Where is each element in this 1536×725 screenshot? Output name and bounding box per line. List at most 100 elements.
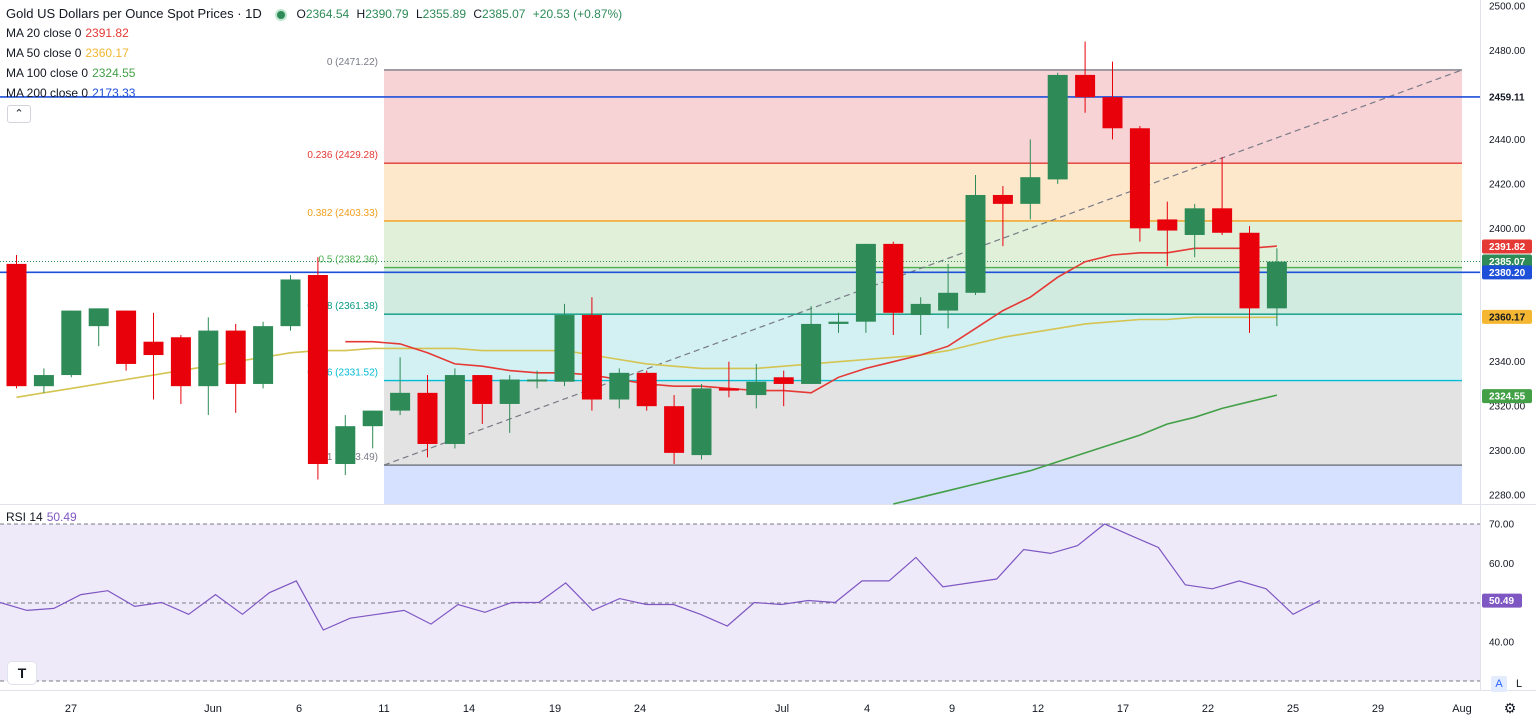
candle-body [198, 330, 219, 387]
price-tag: 2360.17 [1489, 312, 1526, 323]
ohlc-low-label: L [415, 7, 423, 21]
price-tag: 2459.11 [1489, 92, 1525, 103]
chart-header: Gold US Dollars per Ounce Spot Prices · … [6, 6, 626, 21]
indicator-value: 2324.55 [92, 66, 136, 80]
time-axis-tick: 29 [1372, 703, 1384, 715]
candle-body [417, 392, 438, 444]
price-tag-bg [1482, 389, 1532, 404]
price-tag-bg [1482, 265, 1532, 280]
price-tag-bg [1482, 89, 1532, 104]
rsi-tag: 50.49 [1489, 596, 1514, 607]
rsi-axis-tick: 60.00 [1489, 559, 1514, 570]
candle-body [554, 315, 575, 382]
log-scale-label: L [1515, 678, 1523, 690]
ohlc-low: 2355.89 [422, 7, 467, 21]
indicator-value: 2391.82 [85, 26, 129, 40]
candle-body [444, 375, 465, 444]
candle-body [636, 372, 657, 407]
candle-body [609, 372, 630, 400]
price-tag-bg [1482, 254, 1532, 269]
rsi-band [0, 524, 1480, 681]
candle-body [718, 388, 739, 391]
time-axis-tick: Aug [1452, 703, 1472, 715]
price-axis-tick: 2500.00 [1489, 2, 1526, 13]
collapse-legend-button[interactable]: ⌃ [7, 105, 31, 123]
candle-body [773, 377, 794, 384]
rsi-value: 50.49 [46, 510, 77, 524]
fib-trend-line [383, 69, 1463, 466]
rsi-legend[interactable]: RSI 14 50.49 [6, 510, 81, 524]
candle-body [527, 379, 548, 382]
price-axis-tick: 2400.00 [1489, 224, 1526, 235]
live-dot-icon [275, 8, 288, 21]
price-axis-tick: 2280.00 [1489, 491, 1526, 502]
time-axis-tick: Jun [204, 703, 222, 715]
indicator-label: MA 50 close 0 [6, 46, 82, 60]
gear-icon[interactable]: ⚙ [1503, 700, 1517, 716]
ohlc-close-label: C [473, 7, 483, 21]
ohlc-open: 2364.54 [305, 7, 350, 21]
fib-zone [384, 380, 1462, 466]
indicator-ma100[interactable]: MA 100 close 0 2324.55 [6, 66, 139, 80]
candle-body [1020, 177, 1041, 204]
candle-body [938, 292, 959, 311]
time-axis-tick: Jul [775, 703, 789, 715]
tradingview-logo-icon[interactable]: T [8, 662, 36, 684]
price-tag: 2391.82 [1489, 242, 1526, 253]
fib-level-label: 0.5 (2382.36) [319, 255, 379, 266]
candle-body [746, 381, 767, 396]
candle-body [1266, 261, 1287, 309]
candle-body [1075, 74, 1096, 98]
auto-scale-label: A [1495, 678, 1503, 690]
indicator-ma200[interactable]: MA 200 close 0 2173.33 [6, 86, 139, 100]
ohlc-open-label: O [296, 7, 306, 21]
rsi-axis-tick: 70.00 [1489, 520, 1514, 531]
fib-zone [384, 314, 1462, 381]
candle-body [664, 406, 685, 453]
indicator-label: MA 200 close 0 [6, 86, 89, 100]
time-axis-tick: 24 [634, 703, 646, 715]
time-axis-tick: 9 [949, 703, 955, 715]
candle-body [581, 315, 602, 400]
fib-level-label: 0.236 (2429.28) [307, 150, 378, 161]
time-axis-tick: 27 [65, 703, 77, 715]
log-scale-button[interactable]: L [1511, 676, 1527, 692]
chevron-up-icon: ⌃ [14, 108, 24, 120]
rsi-label: RSI 14 [6, 510, 43, 524]
fib-level-label: 0.786 (2331.52) [307, 368, 378, 379]
price-axis-tick: 2340.00 [1489, 357, 1526, 368]
candle-body [1212, 208, 1233, 233]
candle-body [362, 410, 383, 427]
indicator-ma20[interactable]: MA 20 close 0 2391.82 [6, 26, 133, 40]
ohlc-high: 2390.79 [365, 7, 409, 21]
price-axis-tick: 2440.00 [1489, 135, 1526, 146]
fib-level-label: 0 (2471.22) [327, 57, 378, 68]
indicator-ma50[interactable]: MA 50 close 0 2360.17 [6, 46, 133, 60]
time-axis-tick: 14 [463, 703, 475, 715]
candle-body [499, 379, 520, 404]
candle-body [143, 341, 164, 356]
fib-zone [384, 163, 1462, 221]
candle-body [855, 243, 876, 322]
price-axis-tick: 2420.00 [1489, 179, 1526, 190]
price-axis-tick: 2300.00 [1489, 446, 1526, 457]
candle-body [1184, 208, 1205, 235]
candle-body [61, 310, 82, 376]
auto-scale-button[interactable]: A [1491, 676, 1507, 692]
indicator-value: 2173.33 [92, 86, 136, 100]
indicator-label: MA 100 close 0 [6, 66, 89, 80]
rsi-tag-bg [1482, 593, 1522, 608]
candle-body [828, 321, 849, 324]
time-axis-tick: 6 [296, 703, 302, 715]
candle-body [1129, 128, 1150, 229]
rsi-axis-tick: 40.00 [1489, 637, 1514, 648]
fib-zone [384, 465, 1462, 504]
candle-body [170, 337, 191, 387]
candle-body [390, 392, 411, 411]
rsi-line [0, 523, 1321, 631]
price-tag-bg [1482, 309, 1532, 324]
fib-level-label: 0.618 (2361.38) [307, 301, 378, 312]
candle-body [910, 303, 931, 316]
time-axis-tick: 22 [1202, 703, 1214, 715]
